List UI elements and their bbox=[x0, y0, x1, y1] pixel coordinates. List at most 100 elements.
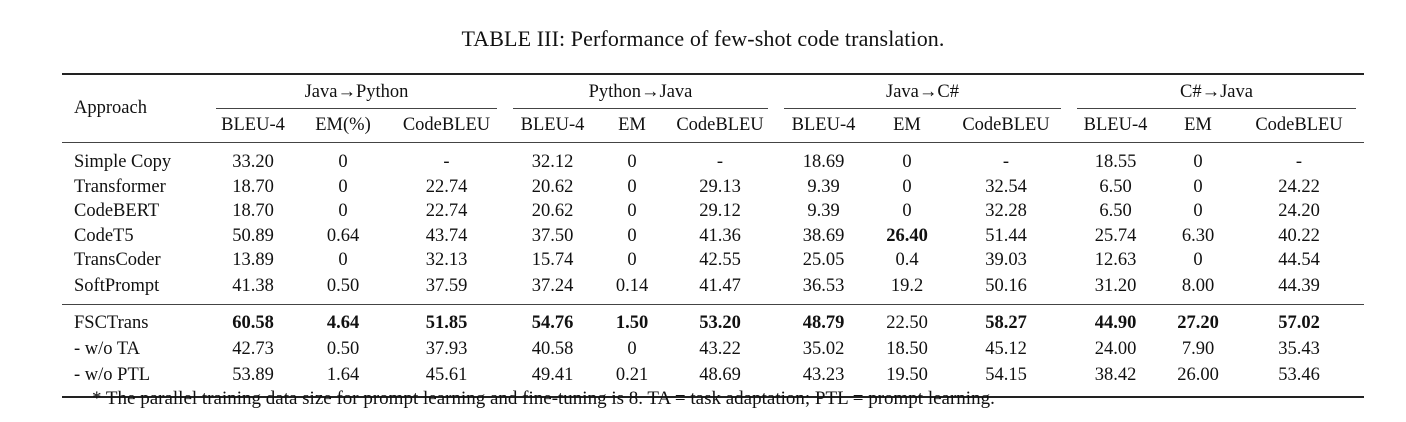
table-cell: 18.70 bbox=[232, 201, 274, 222]
table-cell: - bbox=[1234, 142, 1364, 175]
table-cell: 42.55 bbox=[699, 250, 741, 271]
table-cell: 40.22 bbox=[1278, 225, 1320, 246]
table-cell: 18.69 bbox=[776, 142, 871, 175]
table-cell: 20.62 bbox=[531, 176, 574, 197]
metric-header: CodeBLEU bbox=[1255, 115, 1343, 135]
table-footnote: * The parallel training data size for pr… bbox=[92, 388, 995, 409]
table-row: - w/o PTL 53.89 1.64 45.61 49.41 0.21 48.69 43.… bbox=[62, 361, 1364, 398]
table-cell: 0.21 bbox=[600, 361, 664, 398]
table-cell: 45.12 bbox=[985, 338, 1027, 359]
table-cell: 44.39 bbox=[1278, 276, 1320, 296]
table-cell: 0 bbox=[902, 201, 912, 222]
table-row: FSCTrans 60.58 4.64 51.85 54.76 1.50 53.20 48.7… bbox=[62, 304, 1364, 337]
table-cell: 36.53 bbox=[802, 276, 845, 296]
table-cell: 53.46 bbox=[1234, 361, 1364, 398]
table-cell: 51.85 bbox=[388, 304, 505, 337]
table-row: Transformer 18.70 0 22.74 20.62 0 29.13 9.39 0 32… bbox=[62, 175, 1364, 200]
table-cell: 0.64 bbox=[326, 225, 360, 246]
table-cell: 0 bbox=[627, 250, 637, 271]
table-cell: 25.74 bbox=[1094, 225, 1137, 246]
table-cell: 4.64 bbox=[298, 304, 388, 337]
table-cell: 41.47 bbox=[699, 276, 741, 296]
group-header-csharp-java: C#→Java bbox=[1069, 74, 1364, 109]
table-cell: 40.58 bbox=[531, 338, 574, 359]
results-table: Approach Java→Python Python→Java Java→C#… bbox=[62, 73, 1364, 398]
metric-header: BLEU-4 bbox=[1083, 115, 1148, 135]
table-cell: 26.40 bbox=[886, 225, 928, 246]
table-cell: 60.58 bbox=[208, 304, 298, 337]
metric-header: CodeBLEU bbox=[962, 115, 1050, 135]
table-cell: 6.50 bbox=[1099, 201, 1132, 222]
approach-name: CodeT5 bbox=[74, 225, 134, 246]
metric-header: CodeBLEU bbox=[402, 115, 491, 135]
table-row: CodeBERT 18.70 0 22.74 20.62 0 29.12 9.39 0 32.28… bbox=[62, 200, 1364, 225]
table-cell: 29.12 bbox=[699, 201, 741, 222]
table-cell: 0 bbox=[338, 176, 348, 197]
metric-header: EM(%) bbox=[315, 115, 371, 135]
table-cell: 48.79 bbox=[776, 304, 871, 337]
metric-header: EM bbox=[618, 115, 646, 135]
table-cell: 29.13 bbox=[699, 176, 741, 197]
table-row: CodeT5 50.89 0.64 43.74 37.50 0 41.36 38.69 26.4… bbox=[62, 224, 1364, 249]
table-cell: 18.70 bbox=[232, 176, 274, 197]
metric-header: EM bbox=[893, 115, 921, 135]
table-cell: 6.30 bbox=[1181, 225, 1215, 246]
table-cell: 0 bbox=[600, 142, 664, 175]
metric-header: BLEU-4 bbox=[520, 115, 585, 135]
metric-header: BLEU-4 bbox=[791, 115, 856, 135]
table-row: TransCoder 13.89 0 32.13 15.74 0 42.55 25.05 0.4… bbox=[62, 249, 1364, 274]
table-cell: 0 bbox=[871, 142, 943, 175]
table-cell: 37.59 bbox=[425, 276, 468, 296]
table-cell: 41.36 bbox=[699, 225, 741, 246]
table-row: - w/o TA 42.73 0.50 37.93 40.58 0 43.22 35.02 18… bbox=[62, 337, 1364, 362]
approach-name: - w/o PTL bbox=[62, 361, 208, 398]
table-cell: 19.50 bbox=[871, 361, 943, 398]
table-cell: 0 bbox=[1193, 176, 1203, 197]
table-cell: - bbox=[388, 142, 505, 175]
table-cell: 1.50 bbox=[600, 304, 664, 337]
table-cell: 0 bbox=[627, 176, 637, 197]
table-cell: 39.03 bbox=[985, 250, 1027, 271]
table-cell: 7.90 bbox=[1181, 338, 1215, 359]
table-cell: 33.20 bbox=[208, 142, 298, 175]
table-cell: 35.02 bbox=[802, 338, 845, 359]
table-cell: 37.50 bbox=[531, 225, 574, 246]
table-cell: 38.69 bbox=[802, 225, 845, 246]
table-cell: 48.69 bbox=[664, 361, 776, 398]
table-cell: 0 bbox=[338, 250, 348, 271]
table-cell: 26.00 bbox=[1162, 361, 1234, 398]
table-cell: 0 bbox=[627, 201, 637, 222]
table-cell: 32.28 bbox=[985, 201, 1027, 222]
table-cell: 15.74 bbox=[531, 250, 574, 271]
table-cell: 44.90 bbox=[1069, 304, 1162, 337]
approach-name: - w/o TA bbox=[74, 338, 141, 359]
table-cell: 0.14 bbox=[615, 276, 649, 296]
table-cell: 54.76 bbox=[505, 304, 600, 337]
table-cell: 0 bbox=[1193, 201, 1203, 222]
table-cell: 37.24 bbox=[531, 276, 574, 296]
approach-name: Simple Copy bbox=[62, 142, 208, 175]
table-cell: 6.50 bbox=[1099, 176, 1132, 197]
approach-name: SoftPrompt bbox=[74, 276, 160, 296]
group-header-java-python: Java→Python bbox=[208, 74, 505, 109]
table-cell: 31.20 bbox=[1094, 276, 1137, 296]
table-cell: 0 bbox=[298, 142, 388, 175]
table-cell: 0 bbox=[338, 201, 348, 222]
group-header-java-csharp: Java→C# bbox=[776, 74, 1069, 109]
table-cell: 43.74 bbox=[425, 225, 468, 246]
table-cell: 35.43 bbox=[1278, 338, 1320, 359]
table-cell: 24.20 bbox=[1278, 201, 1320, 222]
table-cell: 22.74 bbox=[425, 201, 468, 222]
table-cell: 22.50 bbox=[871, 304, 943, 337]
table-cell: 22.74 bbox=[425, 176, 468, 197]
table-cell: 53.89 bbox=[208, 361, 298, 398]
table-cell: 0 bbox=[627, 338, 637, 359]
table-cell: 0 bbox=[902, 176, 912, 197]
table-cell: 45.61 bbox=[388, 361, 505, 398]
table-cell: - bbox=[664, 142, 776, 175]
approach-name: Transformer bbox=[74, 176, 166, 197]
table-cell: 58.27 bbox=[943, 304, 1069, 337]
table-cell: 0 bbox=[627, 225, 637, 246]
table-cell: 18.50 bbox=[886, 338, 928, 359]
table-cell: 32.13 bbox=[425, 250, 468, 271]
